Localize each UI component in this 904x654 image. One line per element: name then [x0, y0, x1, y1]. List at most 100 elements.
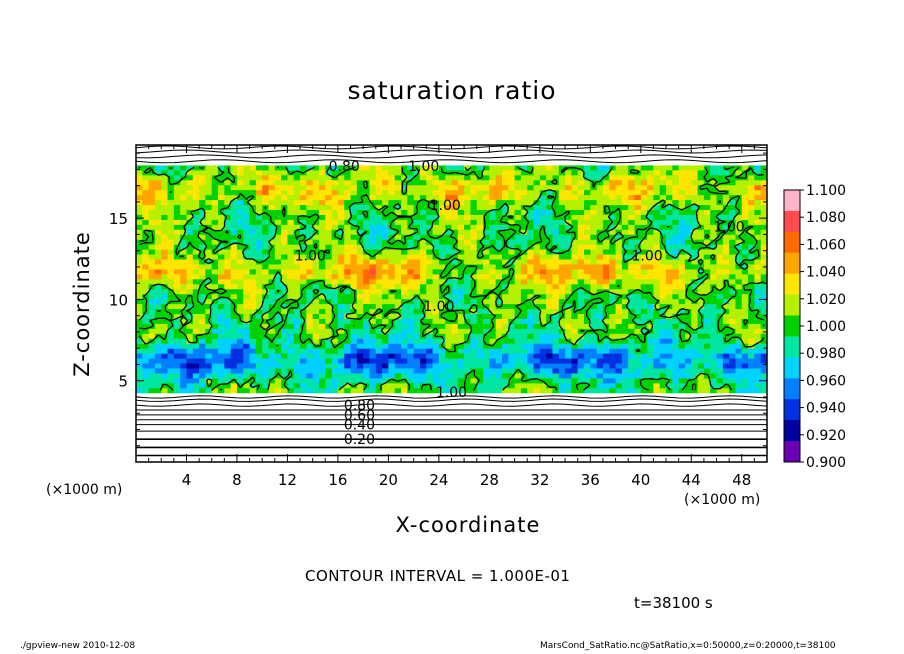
field-cell	[628, 249, 636, 255]
field-cell	[192, 348, 200, 354]
field-cell	[255, 432, 263, 438]
field-cell	[495, 263, 503, 270]
field-cell	[584, 353, 591, 359]
field-cell	[205, 367, 213, 374]
field-cell	[640, 258, 648, 265]
field-cell	[445, 323, 453, 329]
field-cell	[558, 422, 566, 428]
field-cell	[483, 348, 490, 354]
field-cell	[249, 318, 257, 324]
field-cell	[602, 308, 610, 314]
field-cell	[760, 258, 767, 265]
field-cell	[464, 447, 472, 453]
field-cell	[653, 303, 661, 310]
field-cell	[464, 367, 472, 374]
field-cell	[306, 357, 314, 364]
field-cell	[413, 447, 421, 453]
field-cell	[445, 293, 453, 300]
field-cell	[628, 422, 636, 428]
field-cell	[552, 432, 560, 438]
field-cell	[741, 253, 749, 260]
field-cell	[533, 353, 541, 359]
field-cell	[274, 392, 282, 399]
field-cell	[432, 437, 440, 443]
field-cell	[438, 323, 446, 329]
field-cell	[262, 303, 270, 310]
field-cell	[508, 239, 516, 245]
field-cell	[154, 343, 162, 349]
field-cell	[154, 372, 162, 379]
field-cell	[508, 382, 516, 389]
field-cell	[483, 298, 490, 305]
field-cell	[615, 258, 623, 265]
field-cell	[318, 313, 326, 319]
field-cell	[363, 392, 371, 399]
field-cell	[186, 333, 194, 339]
field-cell	[224, 367, 232, 374]
field-cell	[584, 442, 591, 448]
field-cell	[255, 214, 263, 220]
field-cell	[470, 244, 478, 250]
field-cell	[489, 338, 497, 344]
field-cell	[369, 377, 377, 384]
field-cell	[318, 268, 326, 275]
field-cell	[249, 214, 257, 220]
field-cell	[388, 357, 396, 364]
field-cell	[678, 214, 686, 220]
field-cell	[243, 263, 251, 270]
field-cell	[136, 323, 143, 329]
field-cell	[337, 328, 345, 334]
field-cell	[501, 328, 509, 334]
field-cell	[615, 377, 623, 384]
field-cell	[691, 427, 699, 433]
field-cell	[148, 249, 156, 255]
field-cell	[678, 372, 686, 379]
field-cell	[438, 442, 446, 448]
field-cell	[703, 437, 711, 443]
field-cell	[647, 219, 655, 225]
field-cell	[495, 343, 503, 349]
field-cell	[337, 219, 345, 225]
field-cell	[716, 273, 724, 280]
field-cell	[703, 239, 711, 245]
field-cell	[760, 353, 767, 359]
field-cell	[457, 253, 465, 260]
field-cell	[293, 432, 301, 438]
field-cell	[318, 372, 326, 379]
field-cell	[375, 402, 383, 409]
field-cell	[464, 348, 472, 354]
field-cell	[451, 387, 459, 394]
field-cell	[337, 432, 345, 438]
field-cell	[306, 382, 314, 389]
field-cell	[255, 249, 263, 255]
field-cell	[205, 427, 213, 433]
field-cell	[413, 357, 421, 364]
field-cell	[236, 263, 244, 270]
field-cell	[173, 308, 181, 314]
field-cell	[666, 392, 673, 399]
field-cell	[350, 387, 358, 394]
field-cell	[495, 303, 503, 310]
field-cell	[697, 303, 705, 310]
field-cell	[293, 343, 301, 349]
field-cell	[180, 283, 188, 290]
field-cell	[609, 333, 617, 339]
field-cell	[432, 273, 440, 280]
field-cell	[729, 372, 737, 379]
field-cell	[312, 303, 320, 310]
field-cell	[483, 437, 490, 443]
field-cell	[527, 447, 535, 453]
field-cell	[426, 268, 434, 275]
field-cell	[501, 427, 509, 433]
field-cell	[407, 387, 415, 394]
field-cell	[634, 402, 642, 409]
field-cell	[205, 457, 213, 462]
field-cell	[565, 328, 572, 334]
field-cell	[218, 357, 225, 364]
field-cell	[609, 288, 617, 295]
field-cell	[224, 293, 232, 300]
field-cell	[710, 372, 718, 379]
field-cell	[565, 457, 572, 462]
field-cell	[590, 333, 598, 339]
field-cell	[590, 308, 598, 314]
